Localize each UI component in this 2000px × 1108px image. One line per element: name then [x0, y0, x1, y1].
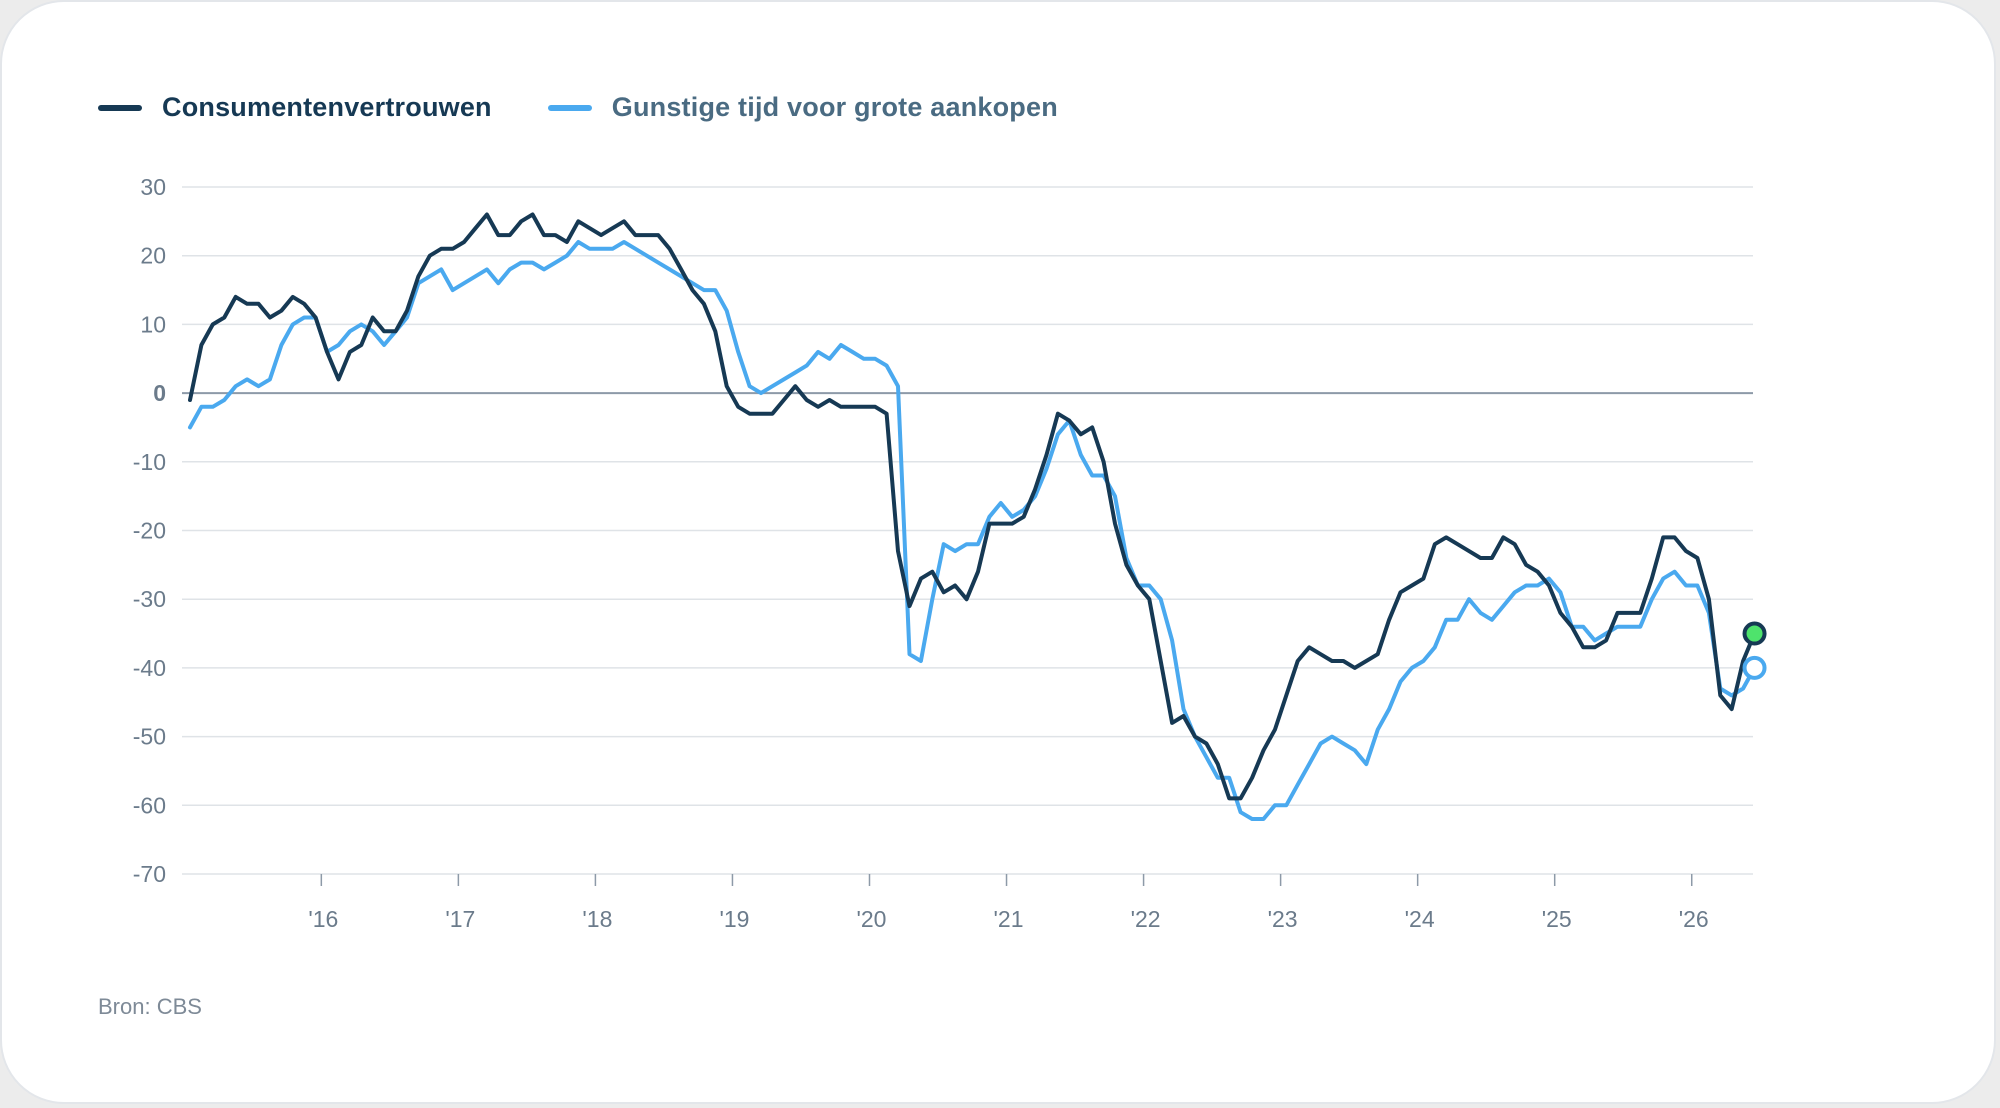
- x-tick-label: '22: [1131, 906, 1161, 932]
- y-tick-label: -50: [133, 724, 166, 750]
- y-tick-label: -40: [133, 655, 166, 681]
- y-tick-label: -70: [133, 861, 166, 887]
- legend-item-consumentenvertrouwen[interactable]: Consumentenvertrouwen: [98, 92, 492, 123]
- legend-label-gunstige-tijd: Gunstige tijd voor grote aankopen: [611, 92, 1058, 122]
- legend-swatch-consumentenvertrouwen: [98, 104, 142, 111]
- series-line-gunstige-tijd: [188, 240, 1757, 821]
- legend-swatch-gunstige-tijd: [547, 104, 592, 111]
- series-line-consumentenvertrouwen: [188, 212, 1757, 801]
- x-tick-label: '26: [1679, 906, 1709, 932]
- y-tick-label: 30: [140, 174, 166, 200]
- series-layer: [188, 212, 1767, 821]
- series-end-marker-gunstige-tijd: [1742, 655, 1767, 680]
- legend-item-gunstige-tijd[interactable]: Gunstige tijd voor grote aankopen: [547, 92, 1058, 123]
- x-tick-label: '21: [994, 906, 1024, 932]
- y-axis-ticks: 30 20 10 0 -10 -20 -30 -40 -50 -60 -70: [133, 174, 166, 887]
- source-note: Bron: CBS: [98, 994, 202, 1019]
- x-tick-label: '16: [308, 906, 338, 932]
- series-end-marker-consumentenvertrouwen: [1742, 621, 1767, 646]
- x-tick-label: '18: [582, 906, 612, 932]
- y-tick-label: 20: [140, 243, 166, 269]
- y-tick-label: -30: [133, 586, 166, 612]
- legend: Consumentenvertrouwen Gunstige tijd voor…: [98, 92, 1114, 123]
- x-tick-label: '19: [719, 906, 749, 932]
- y-tick-label: -20: [133, 518, 166, 544]
- y-tick-label: 10: [140, 311, 166, 337]
- legend-label-consumentenvertrouwen: Consumentenvertrouwen: [162, 92, 492, 122]
- x-tick-label: '23: [1268, 906, 1298, 932]
- y-tick-label: -10: [133, 449, 166, 475]
- x-tick-label: '24: [1405, 906, 1435, 932]
- x-tick-label: '20: [856, 906, 886, 932]
- x-tick-label: '17: [445, 906, 475, 932]
- y-tick-label: -60: [133, 792, 166, 818]
- x-axis-ticks: '16 '17 '18 '19 '20 '21 '22 '23 '24 '25 '26: [308, 874, 1709, 932]
- x-tick-label: '25: [1542, 906, 1572, 932]
- y-tick-label: 0: [153, 380, 166, 406]
